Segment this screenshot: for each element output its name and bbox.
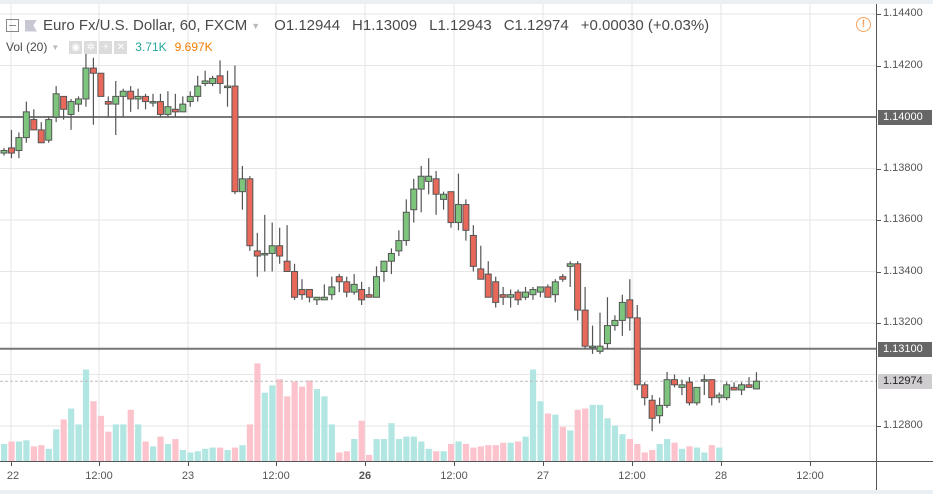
time-label: 12:00 (618, 470, 646, 482)
price-axis[interactable]: 1.14400 1.14200 1.13800 1.13600 1.13400 1.132… (876, 4, 933, 461)
price-tick (877, 65, 881, 67)
time-label: 22 (6, 470, 20, 482)
horizontal-line-price-label: 1.13100 (878, 341, 932, 357)
price-label: 1.14200 (883, 58, 923, 71)
close-value: C1.12974 (503, 17, 569, 34)
chevron-down-icon[interactable]: ▼ (51, 42, 60, 52)
chart-plot-area[interactable]: Euro Fx/U.S. Dollar, 60, FXCM ▼ O1.12944… (0, 4, 876, 461)
time-tick (632, 462, 633, 466)
time-label: 23 (181, 470, 195, 482)
axis-corner (876, 461, 933, 490)
eye-icon[interactable]: ◉ (69, 40, 83, 54)
price-tick (877, 271, 881, 273)
price-tick (877, 426, 881, 427)
price-tick (877, 14, 881, 15)
time-tick (810, 462, 811, 466)
close-icon[interactable]: ✕ (114, 40, 128, 54)
price-label: 1.12800 (883, 419, 923, 431)
symbol-title[interactable]: Euro Fx/U.S. Dollar, 60, FXCM (43, 17, 248, 34)
time-tick (276, 462, 277, 466)
high-value: H1.13009 (352, 17, 418, 34)
time-tick (365, 462, 366, 466)
time-label: 12:00 (85, 470, 113, 482)
volume-title[interactable]: Vol (20) (6, 40, 48, 54)
time-tick (188, 462, 189, 466)
price-label: 1.14400 (883, 7, 923, 19)
time-tick (721, 462, 722, 466)
price-tick (877, 168, 881, 170)
chevron-down-icon[interactable]: ▼ (251, 20, 261, 31)
time-tick (454, 462, 455, 466)
gear-icon[interactable]: ✲ (84, 40, 98, 54)
price-tick (877, 323, 881, 324)
symbol-legend: Euro Fx/U.S. Dollar, 60, FXCM ▼ O1.12944… (6, 17, 721, 34)
low-value: L1.12943 (429, 17, 492, 34)
time-label: 27 (536, 470, 550, 482)
volume-legend: Vol (20) ▼ ◉ ✲ + ✕ 3.71K 9.697K (6, 40, 213, 54)
change-value: +0.00030 (+0.03%) (580, 17, 710, 34)
price-label: 1.13600 (883, 213, 923, 225)
price-label: 1.13800 (883, 161, 923, 174)
horizontal-line-price-label: 1.14000 (878, 110, 932, 125)
plus-icon[interactable]: + (99, 40, 113, 54)
time-label: 28 (714, 470, 728, 482)
time-label: 12:00 (796, 470, 824, 482)
current-price-label: 1.12974 (878, 374, 932, 390)
flag-icon[interactable] (25, 19, 37, 32)
volume-value: 3.71K (135, 40, 167, 54)
price-label: 1.13400 (883, 264, 923, 277)
volume-ma-value: 9.697K (174, 40, 213, 54)
time-tick (543, 462, 544, 466)
time-tick (11, 462, 12, 466)
time-label: 12:00 (440, 470, 468, 482)
open-value: O1.12944 (274, 17, 341, 34)
price-tick (877, 220, 881, 221)
alert-icon[interactable]: ! (856, 17, 871, 32)
time-label: 26 (358, 470, 372, 482)
price-label: 1.13200 (883, 316, 923, 328)
collapse-icon[interactable] (6, 19, 19, 32)
candlestick-chart[interactable] (0, 4, 876, 461)
time-label: 12:00 (262, 470, 290, 482)
time-tick (99, 462, 100, 466)
time-axis[interactable]: 22 12:00 23 12:00 26 12:00 27 12:00 28 12:00 (0, 461, 876, 490)
